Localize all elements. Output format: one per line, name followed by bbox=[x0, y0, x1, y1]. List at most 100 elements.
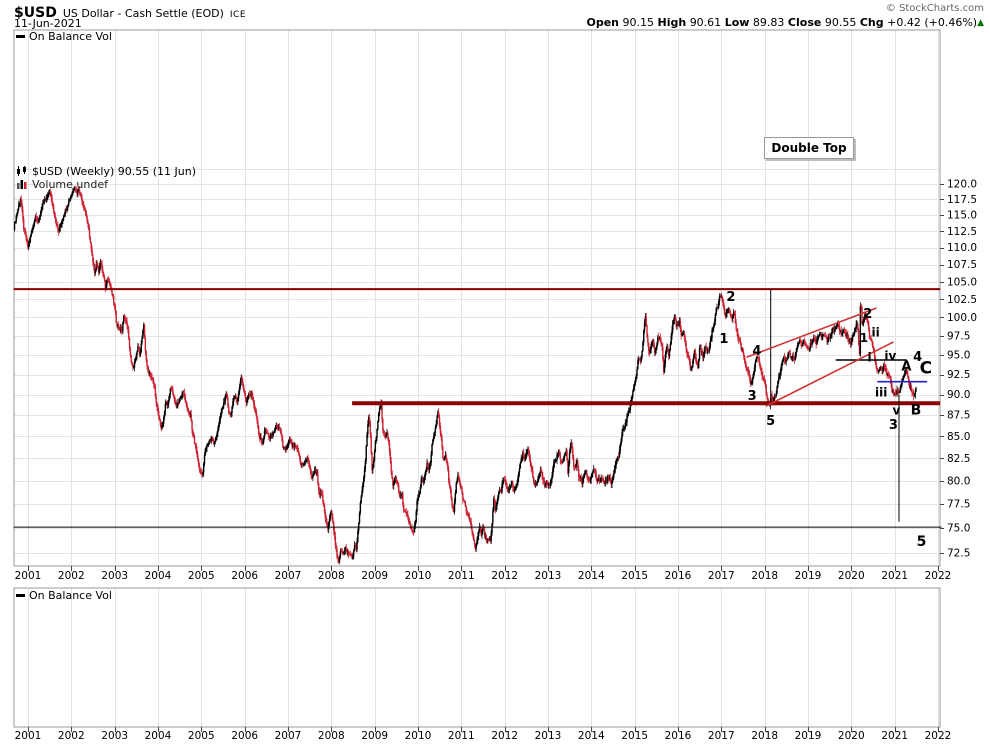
svg-text:2008: 2008 bbox=[318, 730, 345, 742]
svg-text:2014: 2014 bbox=[578, 730, 605, 742]
volume-bars-icon bbox=[16, 179, 29, 192]
chart-title: US Dollar - Cash Settle (EOD) bbox=[62, 7, 224, 20]
svg-text:4: 4 bbox=[913, 350, 922, 365]
high-value: 90.61 bbox=[689, 16, 722, 29]
svg-text:77.5: 77.5 bbox=[947, 499, 970, 511]
volume-legend-text: Volume undef bbox=[32, 178, 108, 191]
svg-text:2001: 2001 bbox=[15, 570, 42, 582]
price-legend-text: $USD (Weekly) 90.55 (11 Jun) bbox=[32, 165, 197, 178]
svg-text:107.5: 107.5 bbox=[947, 259, 977, 271]
close-value: 90.55 bbox=[824, 16, 857, 29]
double-top-annotation: Double Top bbox=[764, 137, 854, 159]
high-label: High bbox=[657, 16, 687, 29]
obv-line-swatch-icon bbox=[16, 35, 25, 38]
svg-text:2006: 2006 bbox=[231, 570, 258, 582]
copyright: © StockCharts.com bbox=[885, 3, 984, 14]
svg-text:3: 3 bbox=[889, 418, 898, 433]
obv-top-legend: On Balance Vol bbox=[16, 30, 112, 43]
x-axis-labels: 2001 2001 2002 2002 2003 2003 2004 2004 2005 2005… bbox=[15, 566, 952, 742]
svg-text:110.0: 110.0 bbox=[947, 242, 977, 254]
svg-text:2013: 2013 bbox=[535, 570, 562, 582]
svg-text:2003: 2003 bbox=[101, 730, 128, 742]
svg-text:2007: 2007 bbox=[275, 730, 302, 742]
svg-text:5: 5 bbox=[766, 414, 775, 429]
svg-text:82.5: 82.5 bbox=[947, 453, 970, 465]
svg-text:C: C bbox=[920, 359, 932, 379]
svg-text:2015: 2015 bbox=[621, 570, 648, 582]
svg-text:1: 1 bbox=[719, 332, 728, 347]
gridlines bbox=[14, 30, 940, 727]
svg-text:2016: 2016 bbox=[665, 570, 692, 582]
svg-text:2014: 2014 bbox=[578, 570, 605, 582]
svg-text:2009: 2009 bbox=[361, 570, 388, 582]
symbol: $USD bbox=[14, 5, 57, 21]
svg-text:2021: 2021 bbox=[881, 730, 908, 742]
low-value: 89.83 bbox=[752, 16, 785, 29]
svg-text:v: v bbox=[892, 404, 900, 418]
svg-text:2011: 2011 bbox=[448, 730, 475, 742]
price-candles bbox=[14, 185, 917, 565]
obv-bottom-label: On Balance Vol bbox=[29, 589, 112, 602]
svg-text:92.5: 92.5 bbox=[947, 369, 970, 381]
svg-text:iv: iv bbox=[884, 349, 896, 363]
svg-text:2022: 2022 bbox=[925, 570, 952, 582]
price-legend: $USD (Weekly) 90.55 (11 Jun) bbox=[16, 165, 196, 179]
svg-text:102.5: 102.5 bbox=[947, 294, 977, 306]
svg-text:95.0: 95.0 bbox=[947, 350, 970, 362]
quote-summary: Open 90.15 High 90.61 Low 89.83 Close 90… bbox=[586, 16, 984, 29]
svg-text:2017: 2017 bbox=[708, 570, 735, 582]
chg-label: Chg bbox=[859, 16, 884, 29]
svg-text:90.0: 90.0 bbox=[947, 389, 970, 401]
svg-text:80.0: 80.0 bbox=[947, 475, 970, 487]
svg-text:B: B bbox=[911, 402, 922, 418]
svg-text:2012: 2012 bbox=[491, 730, 518, 742]
chart-date: 11-Jun-2021 bbox=[14, 17, 82, 30]
exchange-label: ICE bbox=[229, 10, 246, 20]
svg-text:97.5: 97.5 bbox=[947, 331, 970, 343]
obv-bottom-legend: On Balance Vol bbox=[16, 589, 112, 602]
svg-text:2019: 2019 bbox=[795, 570, 822, 582]
channel-lower bbox=[765, 341, 894, 407]
svg-text:2006: 2006 bbox=[231, 730, 258, 742]
svg-text:2021: 2021 bbox=[881, 570, 908, 582]
svg-text:1: 1 bbox=[860, 331, 868, 345]
svg-text:2018: 2018 bbox=[751, 570, 778, 582]
svg-text:115.0: 115.0 bbox=[947, 210, 977, 222]
volume-legend: Volume undef bbox=[16, 178, 108, 192]
svg-text:2011: 2011 bbox=[448, 570, 475, 582]
low-label: Low bbox=[724, 16, 750, 29]
svg-text:2018: 2018 bbox=[751, 730, 778, 742]
svg-text:5: 5 bbox=[917, 534, 927, 550]
svg-text:120.0: 120.0 bbox=[947, 179, 977, 191]
svg-text:85.0: 85.0 bbox=[947, 431, 970, 443]
overlay-lines bbox=[13, 288, 942, 528]
open-value: 90.15 bbox=[622, 16, 655, 29]
svg-text:A: A bbox=[901, 360, 911, 375]
svg-text:100.0: 100.0 bbox=[947, 312, 977, 324]
panel-borders bbox=[13, 29, 941, 728]
svg-text:2020: 2020 bbox=[838, 730, 865, 742]
svg-text:117.5: 117.5 bbox=[947, 194, 977, 206]
svg-text:2004: 2004 bbox=[145, 570, 172, 582]
svg-text:4: 4 bbox=[752, 344, 761, 359]
svg-text:2010: 2010 bbox=[405, 730, 432, 742]
channel-upper bbox=[746, 307, 877, 359]
svg-text:2016: 2016 bbox=[665, 730, 692, 742]
svg-text:2017: 2017 bbox=[708, 730, 735, 742]
chart-header: $USD US Dollar - Cash Settle (EOD) ICE bbox=[14, 2, 246, 21]
svg-text:2: 2 bbox=[863, 307, 872, 322]
close-label: Close bbox=[787, 16, 822, 29]
obv-top-label: On Balance Vol bbox=[29, 30, 112, 43]
svg-text:2008: 2008 bbox=[318, 570, 345, 582]
svg-text:iii: iii bbox=[875, 386, 887, 400]
svg-text:2005: 2005 bbox=[188, 570, 215, 582]
svg-text:ii: ii bbox=[871, 326, 879, 340]
svg-text:2001: 2001 bbox=[15, 730, 42, 742]
y-axis-labels: 120.0 117.5 115.0 112.5 110.0 107.5 105.0 102.5… bbox=[940, 179, 977, 559]
svg-text:2002: 2002 bbox=[58, 730, 85, 742]
candlestick-icon bbox=[16, 166, 29, 179]
svg-text:2022: 2022 bbox=[925, 730, 952, 742]
up-arrow-icon: ▲ bbox=[977, 18, 984, 28]
